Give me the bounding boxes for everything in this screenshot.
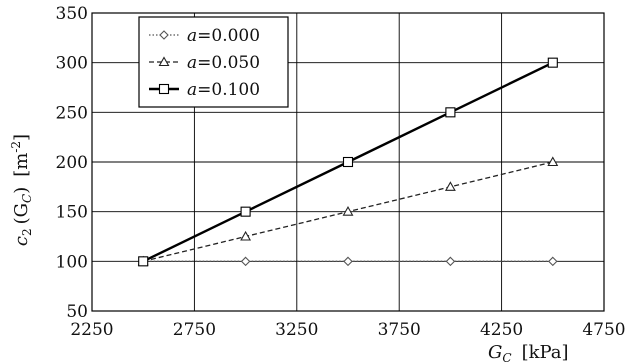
series-1-point-4 [547, 156, 559, 167]
series-0-point-2 [343, 256, 353, 267]
legend-label-1: a=0.050 [187, 53, 260, 73]
y-tick-label-1: 100 [56, 252, 88, 272]
legend-marker-1 [158, 56, 170, 67]
legend-label-2: a=0.100 [187, 80, 260, 100]
x-tick-label-4: 4250 [480, 320, 523, 340]
y-tick-label-4: 250 [56, 103, 88, 123]
x-tick-label-5: 4750 [582, 320, 625, 340]
x-tick-label-3: 3750 [378, 320, 421, 340]
y-tick-label-6: 350 [56, 4, 88, 24]
x-tick-label-2: 3250 [275, 320, 318, 340]
x-tick-label-0: 2250 [70, 320, 113, 340]
x-axis-label: GC [kPa] [488, 342, 569, 364]
y-tick-label-0: 50 [66, 302, 88, 322]
series-0-point-4 [548, 256, 558, 267]
x-tick-label-1: 2750 [173, 320, 216, 340]
y-axis-label: c2(GC)[m-2] [9, 134, 34, 246]
legend-label-0: a=0.000 [187, 26, 260, 46]
series-1 [137, 156, 559, 266]
series-2-point-4 [547, 57, 558, 68]
series-1-point-2 [342, 206, 354, 216]
legend: a=0.000 a=0.050 a=0.100 [138, 16, 289, 108]
y-tick-label-3: 200 [56, 153, 88, 173]
y-tick-label-5: 300 [56, 54, 88, 74]
series-1-point-3 [444, 181, 456, 191]
series-2-point-3 [445, 107, 456, 118]
legend-marker-2 [158, 83, 170, 95]
legend-marker-0 [159, 30, 169, 40]
series-2-point-2 [342, 156, 354, 168]
y-tick-label-2: 150 [56, 203, 88, 223]
series-1-point-1 [240, 230, 252, 241]
series-0-point-3 [445, 256, 456, 267]
plot-frame [91, 12, 605, 312]
series-group [137, 57, 559, 267]
series-2 [138, 57, 558, 267]
series-2-point-1 [240, 206, 251, 217]
tick-labels: 2250 2750 3250 3750 4250 4750 50 100 150 200 250 30… [56, 4, 626, 340]
series-2-point-0 [138, 256, 149, 267]
series-0-point-1 [240, 256, 251, 267]
